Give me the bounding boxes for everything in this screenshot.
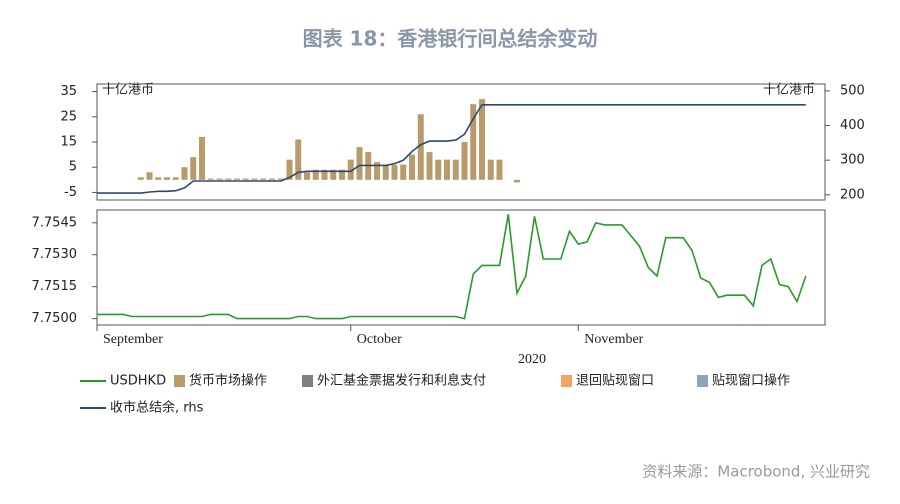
- y-tick-label: 7.7545: [32, 215, 78, 230]
- line: [97, 214, 807, 320]
- bar: [470, 104, 477, 180]
- x-tick-label: November: [584, 332, 643, 347]
- bar: [487, 159, 494, 180]
- legend-label: 货币市场操作: [189, 373, 267, 389]
- y-tick-label: 5: [69, 160, 77, 175]
- bar: [260, 178, 267, 180]
- bar: [321, 169, 328, 180]
- bar: [356, 147, 363, 180]
- plot-frame: [96, 83, 826, 201]
- y2-tick-label: 300: [840, 153, 865, 168]
- bar: [400, 164, 407, 180]
- legend-label: 收市总结余, rhs: [110, 400, 204, 416]
- plot-frame: [96, 209, 826, 326]
- bar: [496, 159, 503, 180]
- legend-swatch: [302, 375, 313, 387]
- bar: [137, 177, 144, 180]
- x-tick-label: October: [357, 332, 402, 347]
- bar: [146, 172, 153, 180]
- line: [97, 104, 806, 194]
- legend-label: 外汇基金票据发行和利息支付: [317, 373, 486, 389]
- bar: [286, 159, 293, 180]
- bar: [330, 169, 337, 180]
- y2-tick-label: 400: [840, 118, 865, 133]
- chart-title: 图表 18：香港银行间总结余变动: [303, 27, 598, 51]
- bar: [225, 178, 232, 180]
- bar: [417, 114, 424, 180]
- y-tick-label: 7.7500: [32, 311, 78, 326]
- bar: [251, 178, 258, 180]
- y2-tick-label: 500: [840, 83, 865, 98]
- legend-swatch: [561, 375, 572, 387]
- legend-swatch: [174, 375, 185, 387]
- bar: [269, 178, 275, 180]
- y-axis-label: 十亿港币: [102, 83, 154, 98]
- bar: [339, 169, 345, 180]
- bar: [242, 178, 249, 180]
- legend-label: 退回贴现窗口: [576, 373, 654, 389]
- bar: [277, 178, 284, 180]
- legend: USDHKD 货币市场操作 外汇基金票据发行和利息支付 退回贴现窗口 贴现窗口操…: [80, 373, 790, 416]
- y-tick-label: 35: [60, 84, 77, 99]
- source: 资料来源：Macrobond, 兴业研究: [642, 463, 870, 481]
- y-tick-label: 15: [60, 135, 77, 150]
- bar: [514, 179, 520, 183]
- legend-swatch: [697, 375, 708, 387]
- bar: [347, 159, 354, 180]
- y-tick-label: 7.7515: [32, 279, 78, 294]
- x-tick-label: September: [103, 332, 163, 347]
- bar: [216, 178, 223, 180]
- bar: [199, 136, 205, 180]
- x-axis-label: 2020: [518, 352, 546, 367]
- y2-tick-label: 200: [840, 187, 865, 202]
- bar: [172, 177, 179, 180]
- bar: [207, 178, 214, 180]
- bar: [435, 159, 442, 180]
- y-tick-label: 7.7530: [32, 247, 78, 262]
- bar: [426, 152, 433, 180]
- legend-label: 贴现窗口操作: [712, 373, 790, 389]
- bar: [312, 169, 319, 180]
- bar: [295, 139, 302, 180]
- bar: [444, 159, 450, 180]
- bar: [374, 162, 380, 180]
- bar: [164, 177, 170, 180]
- bar: [391, 164, 398, 180]
- y-tick-label: -5: [64, 185, 77, 200]
- y-tick-label: 25: [60, 109, 77, 124]
- bar: [304, 172, 310, 180]
- bar: [382, 164, 389, 180]
- bar: [461, 142, 468, 180]
- bar: [452, 159, 459, 180]
- bar: [181, 167, 188, 180]
- bar: [155, 177, 162, 180]
- legend-label: USDHKD: [110, 374, 166, 389]
- bar: [479, 99, 485, 180]
- bar: [234, 178, 240, 180]
- y2-axis-label: 十亿港币: [763, 83, 815, 98]
- bar: [409, 154, 415, 180]
- bar: [190, 157, 197, 180]
